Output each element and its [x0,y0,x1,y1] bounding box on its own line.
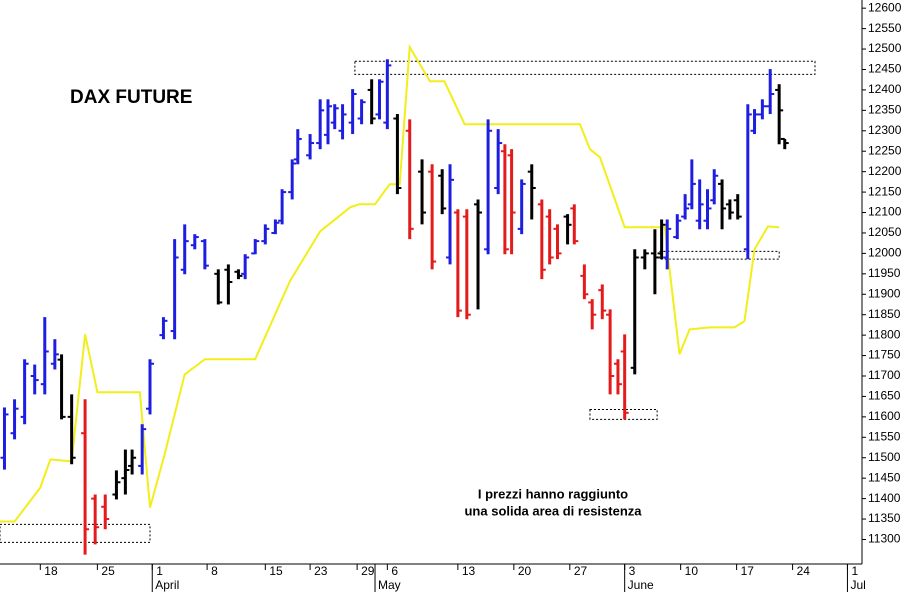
x-tick-label: 8 [211,564,218,578]
y-tick-label: 11450 [868,470,901,484]
x-tick-label: 6 [391,564,398,578]
y-tick-label: 11900 [868,286,901,300]
x-tick-label: 13 [462,564,476,578]
x-tick-label: 17 [741,564,755,578]
y-tick-label: 11700 [868,368,901,382]
y-tick-label: 12600 [868,0,902,14]
y-tick-label: 12550 [868,21,902,35]
month-label: June [628,578,654,592]
x-tick-label: 20 [518,564,532,578]
chart-title: DAX FUTURE [70,87,192,108]
x-tick-label: 29 [361,564,375,578]
y-tick-label: 12400 [868,82,902,96]
y-tick-label: 12300 [868,123,902,137]
y-tick-label: 12500 [868,41,902,55]
y-tick-label: 12200 [868,164,902,178]
y-tick-label: 12350 [868,103,902,117]
y-tick-label: 11950 [868,266,901,280]
y-tick-label: 12150 [868,184,902,198]
y-tick-label: 11850 [868,307,901,321]
x-tick-label: 1 [156,564,163,578]
x-tick-label: 27 [574,564,588,578]
month-label: May [378,578,401,592]
x-tick-label: 25 [101,564,115,578]
y-tick-label: 11650 [868,389,901,403]
y-tick-label: 11350 [868,511,901,525]
x-tick-label: 18 [44,564,58,578]
y-tick-label: 11750 [868,348,901,362]
x-tick-label: 1 [851,564,858,578]
note-line: I prezzi hanno raggiunto [478,486,628,501]
y-tick-label: 12000 [868,246,902,260]
y-tick-label: 11600 [868,409,901,423]
month-label: April [155,578,179,592]
y-tick-label: 11800 [868,327,901,341]
y-tick-label: 11300 [868,532,901,546]
note-line: una solida area di resistenza [464,503,642,518]
month-label: Jul [850,578,865,592]
stop-line [0,43,780,523]
x-tick-label: 10 [685,564,699,578]
x-tick-label: 15 [269,564,283,578]
x-tick-label: 23 [314,564,328,578]
x-tick-label: 3 [629,564,636,578]
x-tick-label: 24 [797,564,811,578]
y-tick-label: 12250 [868,143,902,157]
y-tick-label: 12450 [868,62,902,76]
y-tick-label: 11400 [868,491,901,505]
y-tick-label: 12100 [868,205,902,219]
y-tick-label: 12050 [868,225,902,239]
y-tick-label: 11500 [868,450,901,464]
y-tick-label: 11550 [868,429,901,443]
